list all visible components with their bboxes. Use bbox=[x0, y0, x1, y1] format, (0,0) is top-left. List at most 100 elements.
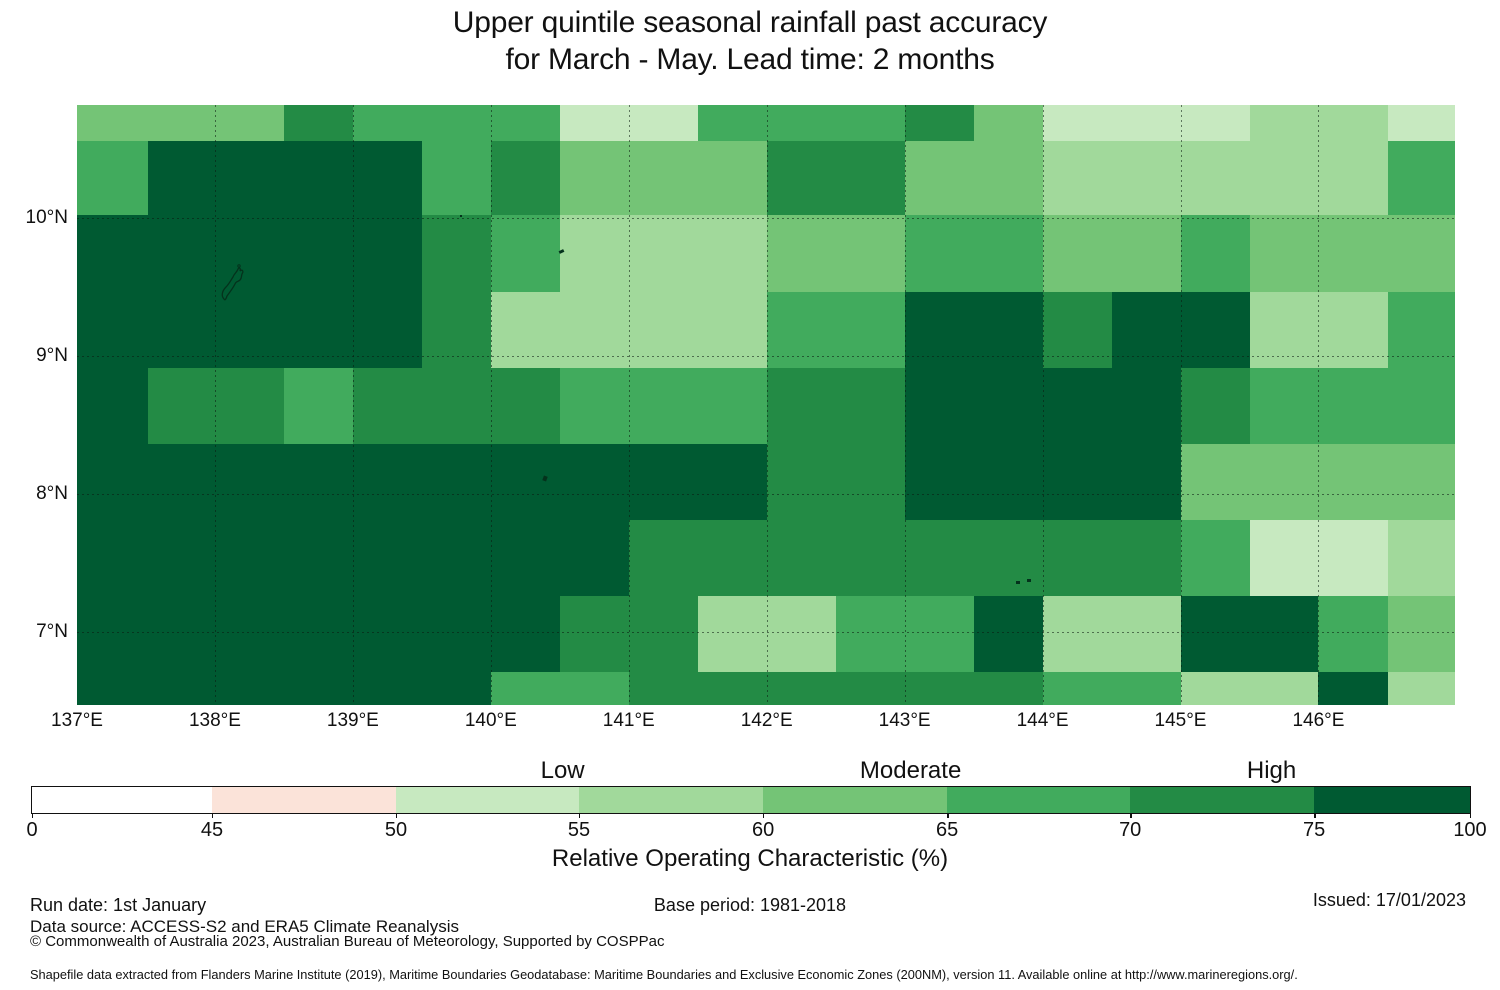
map-cell bbox=[490, 672, 561, 706]
map-cell bbox=[284, 292, 354, 369]
map-cell bbox=[421, 672, 492, 706]
map-cell bbox=[1112, 215, 1181, 293]
chart-title: Upper quintile seasonal rainfall past ac… bbox=[0, 4, 1500, 78]
colorbar-tick bbox=[763, 814, 765, 818]
map-cell bbox=[974, 368, 1044, 445]
map-cell bbox=[1112, 444, 1181, 521]
colorbar-category-label: High bbox=[1246, 757, 1297, 784]
map-cell bbox=[77, 105, 149, 142]
colorbar-tick bbox=[1470, 814, 1472, 818]
map-cell bbox=[766, 596, 837, 673]
map-cell bbox=[352, 672, 423, 706]
map-cell bbox=[766, 105, 837, 142]
map-cell bbox=[1387, 368, 1456, 445]
colorbar-tick-label: 60 bbox=[751, 819, 775, 841]
colorbar-segment bbox=[946, 787, 1130, 813]
colorbar-category-label: Moderate bbox=[859, 757, 962, 784]
gridline-parallel bbox=[77, 493, 1455, 495]
map-cell bbox=[352, 596, 423, 673]
map-cell bbox=[1042, 292, 1113, 369]
map-cell bbox=[766, 368, 837, 445]
colorbar-tick-label: 50 bbox=[384, 819, 408, 841]
map-cell bbox=[836, 215, 906, 293]
map-cell bbox=[1318, 292, 1389, 369]
map-cell bbox=[1250, 215, 1319, 293]
map-cell bbox=[148, 520, 216, 597]
map-cell bbox=[352, 292, 423, 369]
map-cell bbox=[214, 596, 285, 673]
islet-mark bbox=[1027, 579, 1031, 582]
colorbar-segment bbox=[1313, 787, 1470, 813]
map-cell bbox=[1387, 520, 1456, 597]
x-tick-label: 142°E bbox=[740, 710, 793, 731]
map-cell bbox=[1112, 520, 1181, 597]
map-cell bbox=[1387, 292, 1456, 369]
gridline-meridian bbox=[352, 105, 354, 705]
map-cell bbox=[214, 444, 285, 521]
map-cell bbox=[284, 141, 354, 216]
map-cell bbox=[974, 215, 1044, 293]
map-cell bbox=[1112, 672, 1181, 706]
map-cell bbox=[698, 215, 768, 293]
map-cell bbox=[214, 292, 285, 369]
x-tick-label: 143°E bbox=[878, 710, 931, 731]
colorbar-tick bbox=[212, 814, 214, 818]
islet-mark bbox=[1016, 581, 1020, 584]
map-cell bbox=[904, 105, 975, 142]
map-cell bbox=[1318, 596, 1389, 673]
map-cell bbox=[766, 444, 837, 521]
map-cell bbox=[560, 368, 630, 445]
map-cell bbox=[698, 141, 768, 216]
map-cell bbox=[77, 672, 149, 706]
x-tick-label: 145°E bbox=[1154, 710, 1207, 731]
colorbar-axis-title: Relative Operating Characteristic (%) bbox=[551, 845, 949, 872]
map-cell bbox=[698, 368, 768, 445]
map-cell bbox=[698, 105, 768, 142]
map-cell bbox=[1180, 520, 1251, 597]
x-tick-label: 140°E bbox=[464, 710, 517, 731]
colorbar: Low Moderate High 0 45 50 55 60 65 70 75 100 bbox=[26, 757, 1486, 841]
colorbar-tick bbox=[395, 814, 398, 818]
map-cell bbox=[974, 292, 1044, 369]
map-cell bbox=[628, 292, 699, 369]
heatmap-plot-area bbox=[77, 105, 1456, 706]
map-cell bbox=[148, 141, 216, 216]
y-tick-label: 8°N bbox=[36, 482, 68, 504]
x-tick-label: 138°E bbox=[188, 710, 241, 731]
x-tick-label: 137°E bbox=[51, 710, 103, 731]
x-tick-label: 139°E bbox=[326, 710, 379, 731]
map-cell bbox=[904, 215, 975, 293]
map-cell bbox=[904, 141, 975, 216]
map-cell bbox=[698, 672, 768, 706]
map-cell bbox=[904, 520, 975, 597]
map-cell bbox=[352, 215, 423, 293]
map-cell bbox=[284, 596, 354, 673]
map-cell bbox=[148, 105, 216, 142]
map-cell bbox=[1180, 105, 1251, 142]
map-cell bbox=[352, 444, 423, 521]
gridline-meridian bbox=[1042, 105, 1044, 705]
map-cell bbox=[421, 596, 492, 673]
gridline-meridian bbox=[490, 105, 492, 705]
map-cell bbox=[1180, 215, 1251, 293]
map-cell bbox=[214, 672, 285, 706]
map-cell bbox=[284, 368, 354, 445]
map-cell bbox=[214, 141, 285, 216]
map-cell bbox=[628, 672, 699, 706]
colorbar-tick-label: 65 bbox=[936, 819, 959, 841]
map-cell bbox=[766, 215, 837, 293]
map-cell bbox=[1387, 141, 1456, 216]
gridline-meridian bbox=[904, 105, 906, 705]
map-cell bbox=[1318, 672, 1389, 706]
map-cell bbox=[1250, 596, 1319, 673]
map-cell bbox=[698, 444, 768, 521]
x-tick-label: 144°E bbox=[1016, 710, 1069, 731]
map-cell bbox=[1180, 672, 1251, 706]
map-cell bbox=[421, 292, 492, 369]
map-cell bbox=[628, 105, 699, 142]
map-cell bbox=[1112, 105, 1181, 142]
map-cell bbox=[560, 215, 630, 293]
map-cell bbox=[1318, 215, 1389, 293]
map-cell bbox=[214, 215, 285, 293]
map-cell bbox=[974, 672, 1044, 706]
